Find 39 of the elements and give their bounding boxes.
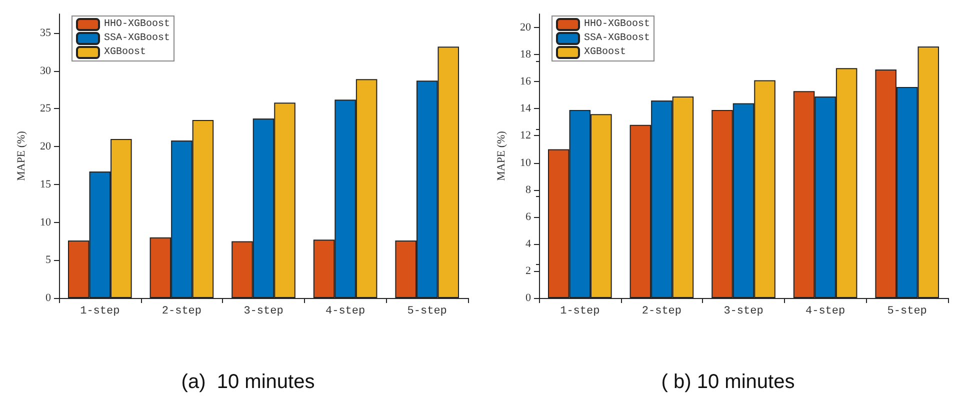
x-tick-label: 5-step xyxy=(407,306,447,318)
x-tick-label: 2-step xyxy=(162,306,202,318)
legend-label: HHO-XGBoost xyxy=(584,19,650,30)
y-tick-label: 20 xyxy=(40,140,52,153)
y-tick-label: 15 xyxy=(40,178,52,190)
y-tick-label: 25 xyxy=(40,102,52,115)
y-axis-title: MAPE (%) xyxy=(496,130,508,181)
text: (a) 10 minutes xyxy=(181,371,315,393)
x-tick-label: 4-step xyxy=(805,306,846,318)
x-tick-label: 2-step xyxy=(642,306,682,318)
legend-label: HHO-XGBoost xyxy=(104,19,170,30)
legend-label: XGBoost xyxy=(584,47,626,58)
y-tick-label: 30 xyxy=(40,64,52,77)
y-tick-label: 8 xyxy=(526,184,532,196)
y-tick-label: 6 xyxy=(526,210,532,223)
y-tick-label: 10 xyxy=(40,216,52,228)
x-tick-label: 3-step xyxy=(724,306,764,318)
y-axis-title: MAPE (%) xyxy=(16,130,28,181)
legend-label: SSA-XGBoost xyxy=(584,33,650,44)
y-tick-label: 10 xyxy=(520,156,532,169)
y-tick-label: 20 xyxy=(520,22,532,34)
y-tick-label: 16 xyxy=(520,76,532,88)
y-tick-label: 4 xyxy=(526,238,532,250)
legend-label: XGBoost xyxy=(104,47,146,58)
y-tick-label: 2 xyxy=(526,264,531,277)
x-tick-label: 1-step xyxy=(80,306,120,318)
x-tick-label: 5-step xyxy=(887,306,927,318)
x-tick-label: 1-step xyxy=(560,306,600,318)
y-tick-label: 0 xyxy=(46,292,52,304)
text: ( b) 10 minutes xyxy=(661,371,795,393)
y-tick-label: 0 xyxy=(526,292,532,304)
x-tick-label: 3-step xyxy=(244,306,284,318)
y-tick-label: 12 xyxy=(520,130,531,142)
y-tick-label: 14 xyxy=(520,102,532,115)
y-tick-label: 18 xyxy=(520,48,532,61)
y-tick-label: 5 xyxy=(46,254,52,266)
legend-label: SSA-XGBoost xyxy=(104,33,170,44)
y-tick-label: 35 xyxy=(40,26,52,39)
x-tick-label: 4-step xyxy=(325,306,366,318)
